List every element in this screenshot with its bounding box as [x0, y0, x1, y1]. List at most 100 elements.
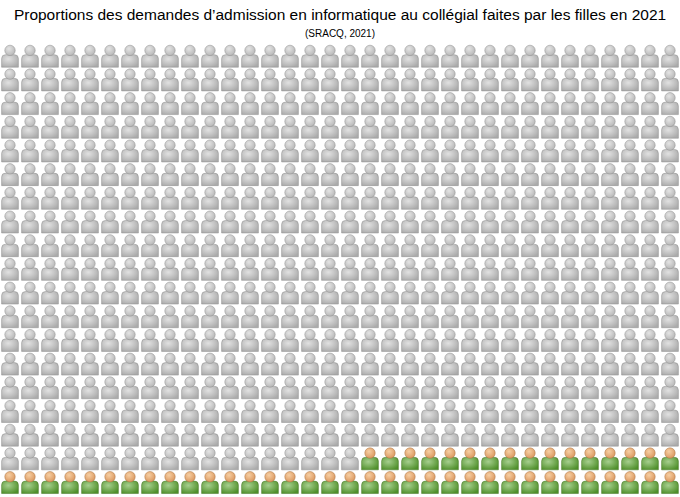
icon-head [105, 400, 115, 410]
icon-head [285, 353, 295, 363]
icon-head [645, 400, 655, 410]
icon-head [325, 69, 335, 79]
icon-head [445, 472, 455, 482]
icon-body [342, 434, 359, 447]
icon-body [482, 481, 499, 494]
person-icon [622, 424, 639, 446]
icon-body [602, 149, 619, 162]
icon-body [102, 457, 119, 470]
person-icon [122, 164, 139, 186]
icon-head [225, 45, 235, 55]
person-icon [42, 116, 59, 138]
person-icon [482, 45, 499, 67]
icon-body [282, 197, 299, 210]
person-icon [162, 45, 179, 67]
icon-body [2, 434, 19, 447]
person-icon [642, 353, 659, 375]
icon-head [185, 472, 195, 482]
icon-body [242, 173, 259, 186]
icon-head [145, 45, 155, 55]
person-icon [622, 448, 639, 470]
icon-body [442, 102, 459, 115]
person-icon [122, 472, 139, 494]
person-icon [562, 400, 579, 422]
person-icon [262, 140, 279, 162]
person-icon [402, 140, 419, 162]
icon-head [645, 424, 655, 434]
icon-head [625, 211, 635, 221]
person-icon [542, 329, 559, 351]
icon-head [465, 282, 475, 292]
person-icon [442, 400, 459, 422]
icon-head [385, 164, 395, 174]
icon-head [45, 353, 55, 363]
icon-head [305, 400, 315, 410]
icon-head [605, 282, 615, 292]
person-icon [402, 164, 419, 186]
icon-body [442, 410, 459, 423]
icon-body [262, 434, 279, 447]
person-icon [302, 353, 319, 375]
icon-head [305, 45, 315, 55]
person-icon [282, 69, 299, 91]
icon-body [542, 434, 559, 447]
icon-head [425, 235, 435, 245]
icon-body [542, 457, 559, 470]
icon-body [642, 481, 659, 494]
person-icon [602, 306, 619, 328]
person-icon [262, 235, 279, 257]
icon-head [65, 140, 75, 150]
person-icon [62, 258, 79, 280]
person-icon [2, 140, 19, 162]
icon-body [502, 268, 519, 281]
person-icon [202, 69, 219, 91]
icon-head [665, 424, 675, 434]
person-icon [222, 353, 239, 375]
person-icon [82, 282, 99, 304]
icon-head [645, 258, 655, 268]
icon-head [205, 472, 215, 482]
icon-body [442, 481, 459, 494]
icon-head [345, 187, 355, 197]
person-icon [262, 187, 279, 209]
person-icon [82, 377, 99, 399]
icon-body [402, 268, 419, 281]
icon-head [205, 69, 215, 79]
icon-head [205, 353, 215, 363]
icon-head [425, 93, 435, 103]
person-icon [82, 69, 99, 91]
icon-body [562, 410, 579, 423]
icon-head [525, 69, 535, 79]
icon-head [445, 306, 455, 316]
icon-head [385, 187, 395, 197]
icon-head [505, 424, 515, 434]
icon-head [445, 400, 455, 410]
person-icon [82, 211, 99, 233]
person-icon [42, 448, 59, 470]
icon-head [365, 187, 375, 197]
icon-head [285, 140, 295, 150]
icon-head [85, 472, 95, 482]
icon-body [462, 126, 479, 139]
person-icon [282, 448, 299, 470]
person-icon [302, 164, 319, 186]
person-icon [502, 282, 519, 304]
icon-head [245, 258, 255, 268]
person-icon [502, 472, 519, 494]
icon-head [525, 424, 535, 434]
person-icon [562, 377, 579, 399]
icon-head [425, 187, 435, 197]
icon-head [505, 93, 515, 103]
icon-body [642, 292, 659, 305]
icon-body [402, 292, 419, 305]
person-icon [102, 424, 119, 446]
icon-body [282, 292, 299, 305]
person-icon [2, 211, 19, 233]
icon-body [502, 292, 519, 305]
icon-body [342, 149, 359, 162]
icon-body [222, 220, 239, 233]
icon-head [365, 377, 375, 387]
person-icon [222, 140, 239, 162]
icon-head [145, 93, 155, 103]
icon-body [402, 197, 419, 210]
